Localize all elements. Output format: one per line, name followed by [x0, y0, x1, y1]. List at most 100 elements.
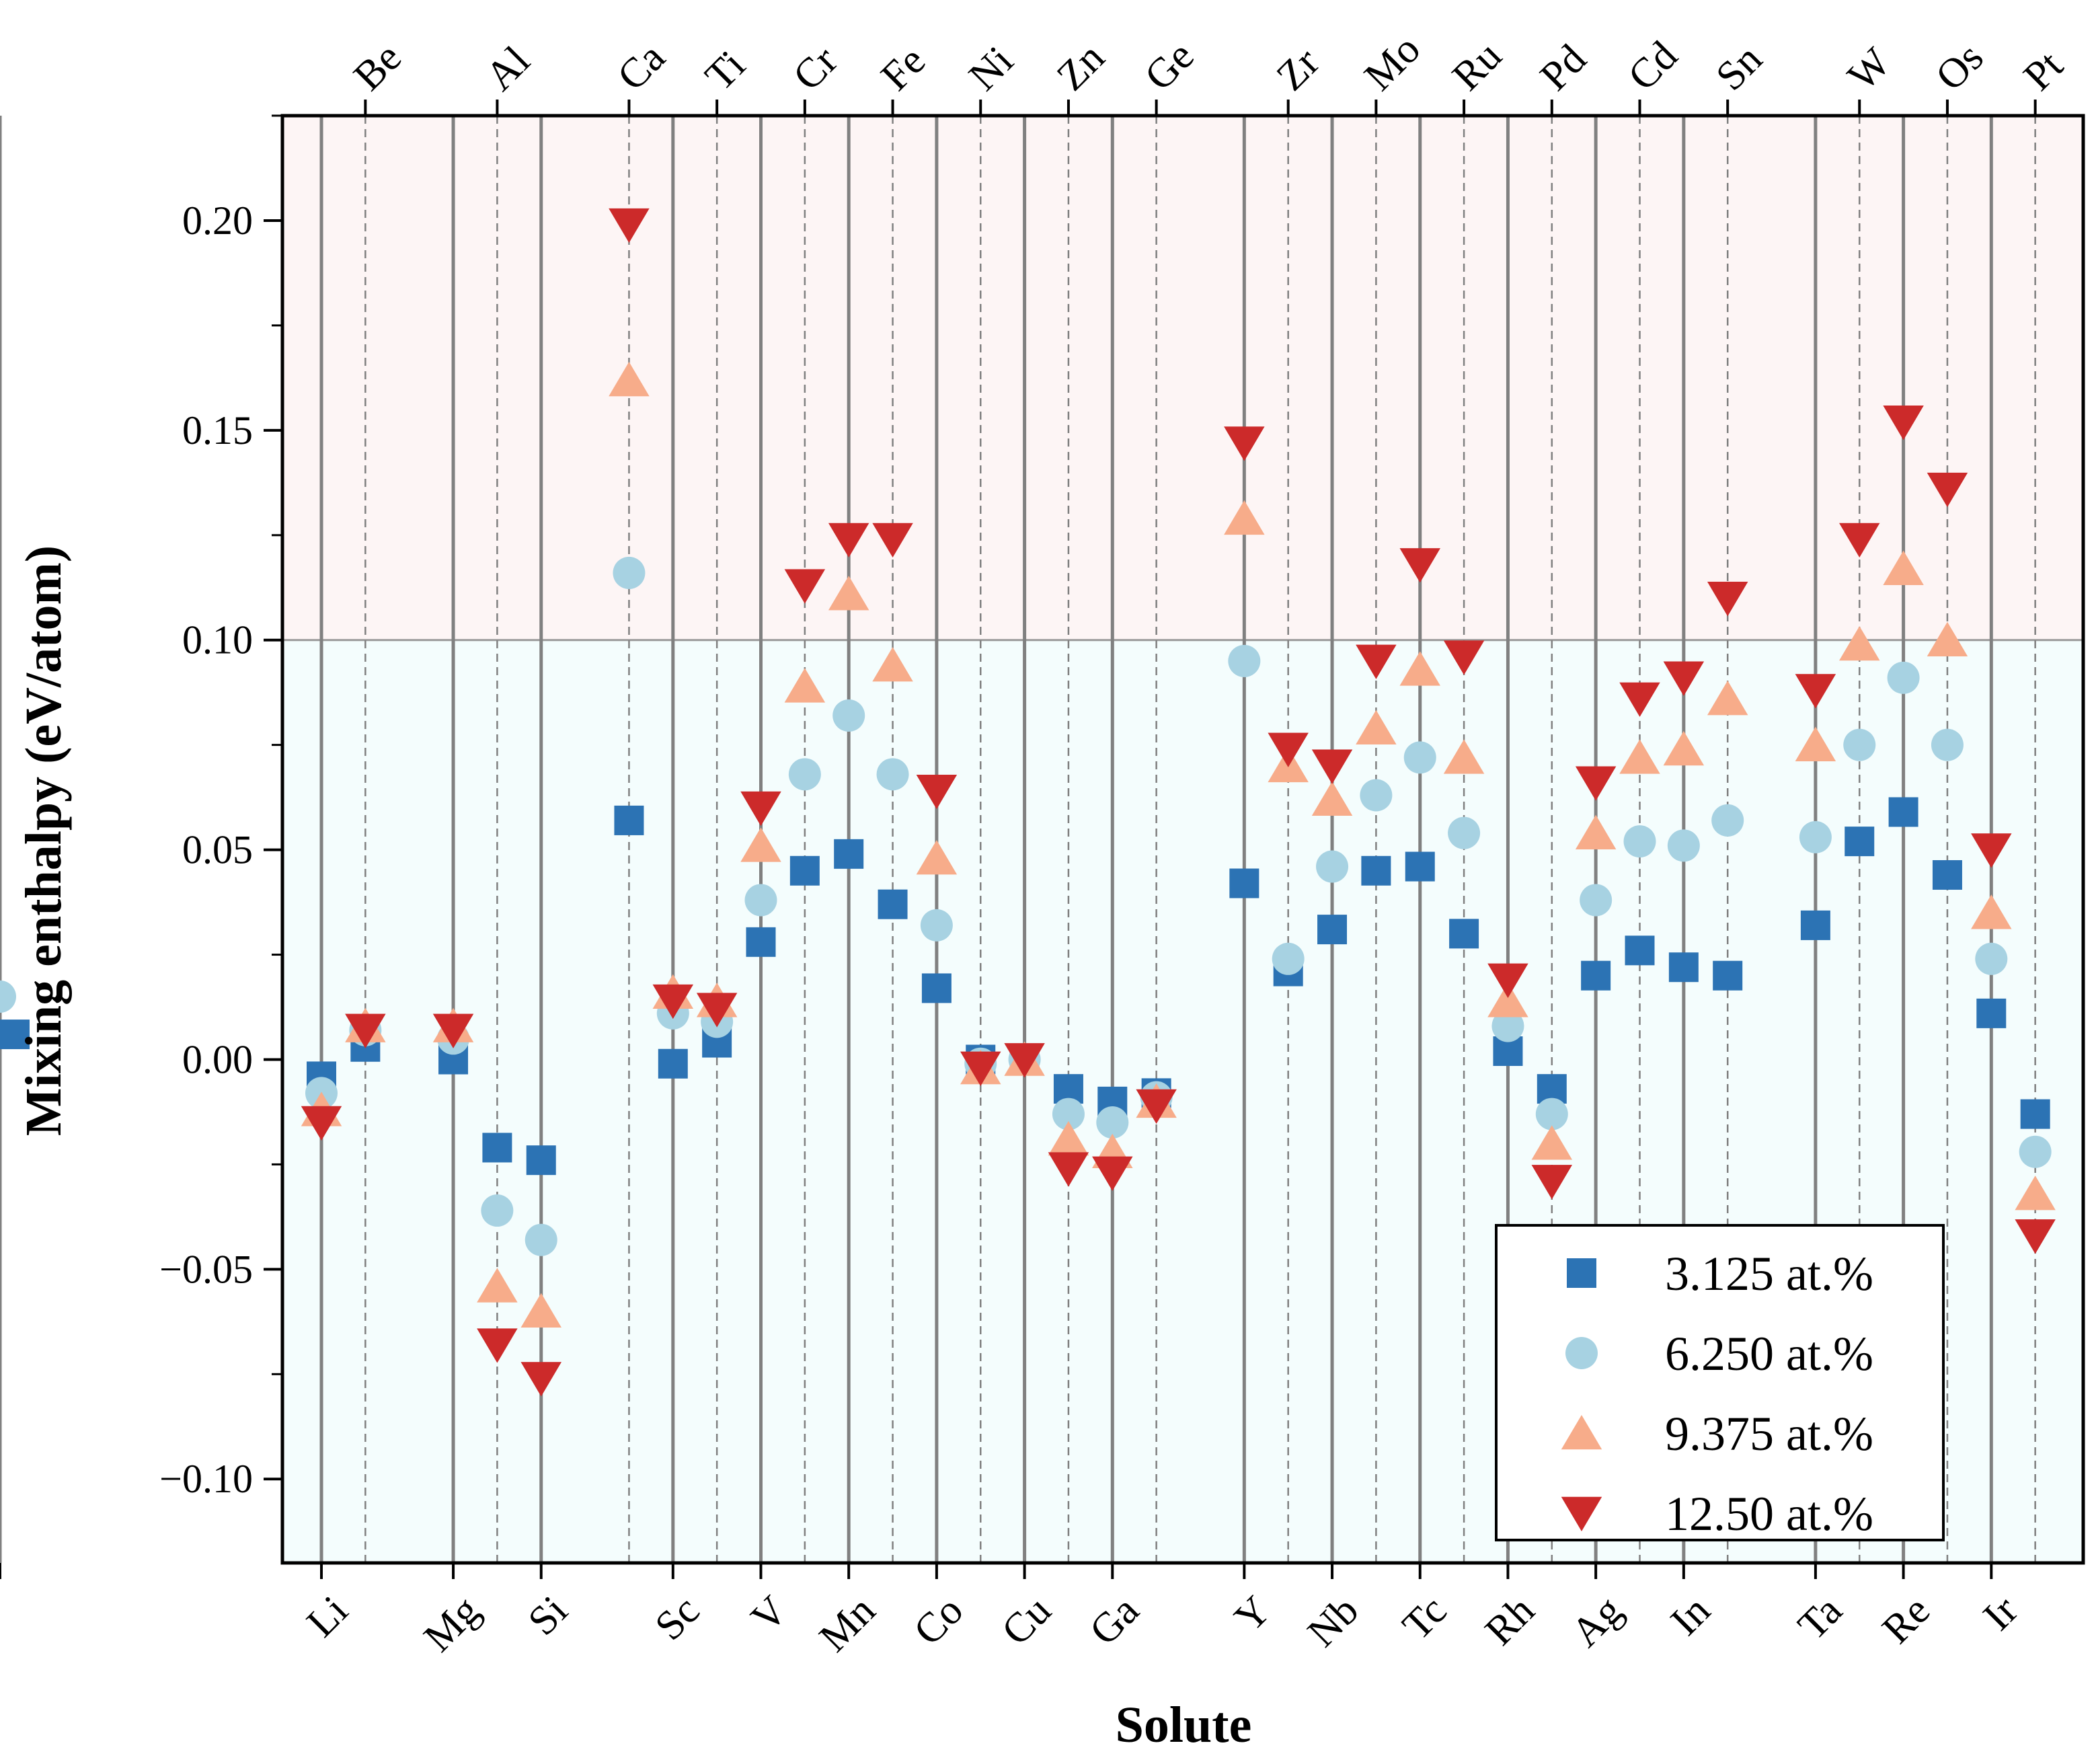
- data-point-Cd-series-2: [1623, 825, 1656, 858]
- data-point-Nb-series-1: [1317, 915, 1348, 945]
- data-point-W-series-3: [1839, 625, 1880, 661]
- data-point-Zr-series-2: [1272, 942, 1305, 975]
- legend-label-2: 6.250 at.%: [1665, 1327, 1873, 1381]
- data-point-Au-series-1: [0, 1020, 30, 1050]
- y-tick-label: 0.10: [182, 618, 253, 662]
- data-point-Ca-series-1: [614, 805, 644, 835]
- data-point-Ca-series-3: [609, 361, 650, 397]
- data-point-Ti-series-4: [696, 993, 738, 1028]
- legend: 3.125 at.% 6.250 at.% 9.375 at.% 12.50 at.%: [1495, 1224, 1945, 1541]
- series-4: [301, 208, 2056, 1397]
- data-point-In-series-4: [1663, 661, 1705, 696]
- y-tick-label: 0.05: [182, 828, 253, 872]
- data-point-Fe-series-1: [878, 889, 908, 919]
- data-point-Ag-series-1: [1581, 960, 1611, 991]
- data-point-Fe-series-4: [872, 523, 913, 558]
- data-point-Ta-series-3: [1795, 726, 1836, 761]
- data-point-Al-series-4: [477, 1328, 518, 1363]
- data-point-Ta-series-2: [1799, 820, 1832, 853]
- data-point-Ni-series-4: [960, 1051, 1001, 1086]
- data-point-Zn-series-3: [1048, 1120, 1089, 1156]
- data-point-Ca-series-2: [613, 556, 646, 589]
- data-point-Li-series-4: [301, 1106, 342, 1141]
- data-point-Rh-series-2: [1491, 1009, 1524, 1042]
- data-point-Mg-series-4: [432, 1013, 474, 1048]
- data-point-Cr-series-4: [784, 569, 826, 604]
- data-point-V-series-3: [740, 827, 781, 862]
- data-point-Ca-series-4: [609, 208, 650, 243]
- data-point-Ru-series-2: [1448, 816, 1481, 849]
- data-point-Si-series-3: [520, 1293, 561, 1328]
- data-point-Al-series-2: [481, 1194, 514, 1227]
- y-tick-label: 0.00: [182, 1037, 253, 1081]
- data-point-Pd-series-2: [1535, 1098, 1568, 1130]
- data-point-Mn-series-1: [834, 839, 864, 869]
- data-point-Rh-series-4: [1487, 963, 1528, 998]
- data-point-Pd-series-4: [1531, 1165, 1573, 1200]
- legend-label-3: 9.375 at.%: [1665, 1407, 1873, 1461]
- data-point-Nb-series-2: [1316, 850, 1349, 883]
- data-point-Tc-series-4: [1399, 548, 1440, 583]
- plot-frame: [280, 114, 2085, 1565]
- data-point-Ga-series-4: [1092, 1156, 1133, 1191]
- y-tick-label: −0.10: [159, 1457, 253, 1501]
- data-point-Ru-series-3: [1443, 739, 1485, 774]
- data-point-Y-series-3: [1224, 500, 1265, 535]
- data-point-W-series-2: [1843, 728, 1876, 761]
- y-tick-label: −0.05: [159, 1247, 253, 1291]
- data-point-Al-series-1: [482, 1133, 512, 1163]
- data-point-Co-series-2: [920, 909, 953, 942]
- data-point-Cd-series-4: [1619, 682, 1660, 718]
- data-point-Sc-series-4: [652, 984, 694, 1020]
- data-point-Cd-series-1: [1625, 935, 1655, 966]
- data-point-W-series-4: [1839, 523, 1880, 558]
- data-point-In-series-1: [1668, 952, 1699, 983]
- data-point-Y-series-1: [1229, 868, 1259, 898]
- y-axis-title: Mixing enthalpy (eV/atom): [15, 545, 72, 1136]
- data-point-Tc-series-3: [1399, 651, 1440, 686]
- data-point-Si-series-2: [525, 1223, 557, 1256]
- data-markers: [0, 208, 2056, 1397]
- data-point-Sn-series-2: [1711, 804, 1744, 837]
- data-point-V-series-1: [746, 927, 776, 957]
- data-point-Mo-series-2: [1360, 779, 1393, 812]
- data-point-Pt-series-4: [2015, 1219, 2056, 1254]
- data-point-Ir-series-3: [1971, 894, 2012, 929]
- data-point-Pt-series-2: [2019, 1135, 2052, 1168]
- data-point-Ta-series-4: [1795, 674, 1836, 709]
- data-point-Re-series-4: [1883, 406, 1924, 440]
- data-point-Mn-series-4: [828, 523, 869, 558]
- data-point-Pt-series-3: [2015, 1176, 2056, 1211]
- data-point-Fe-series-3: [872, 647, 913, 682]
- data-point-Mo-series-4: [1356, 644, 1397, 679]
- data-point-Ir-series-4: [1971, 833, 2012, 868]
- legend-label-4: 12.50 at.%: [1665, 1487, 1873, 1541]
- data-point-V-series-4: [740, 791, 781, 827]
- y-tick-label: 0.15: [182, 408, 253, 453]
- data-point-Nb-series-3: [1311, 781, 1353, 816]
- data-point-Ag-series-2: [1580, 884, 1613, 917]
- data-point-Fe-series-2: [876, 758, 909, 791]
- y-tick-label: 0.20: [182, 198, 253, 243]
- data-point-Pt-series-1: [2020, 1099, 2050, 1129]
- legend-marker-2: [1565, 1337, 1598, 1369]
- data-point-Cr-series-2: [788, 758, 821, 791]
- data-point-Sn-series-4: [1707, 582, 1748, 617]
- data-point-Ga-series-2: [1096, 1106, 1129, 1139]
- data-point-Be-series-4: [345, 1013, 386, 1048]
- data-point-Y-series-2: [1228, 644, 1261, 677]
- legend-label-1: 3.125 at.%: [1665, 1247, 1873, 1301]
- data-point-Ru-series-4: [1443, 640, 1485, 675]
- data-point-Si-series-1: [526, 1145, 556, 1176]
- data-point-Pd-series-3: [1531, 1125, 1573, 1160]
- data-point-Cd-series-3: [1619, 739, 1660, 774]
- data-point-Zn-series-4: [1048, 1152, 1089, 1187]
- data-point-Mo-series-1: [1361, 855, 1391, 886]
- data-point-Ir-series-1: [1976, 998, 2007, 1028]
- legend-marker-4: [1561, 1496, 1602, 1531]
- data-point-Re-series-3: [1883, 550, 1924, 585]
- data-point-Mo-series-3: [1356, 710, 1397, 745]
- data-point-Co-series-3: [916, 840, 958, 875]
- data-point-Si-series-4: [520, 1362, 561, 1397]
